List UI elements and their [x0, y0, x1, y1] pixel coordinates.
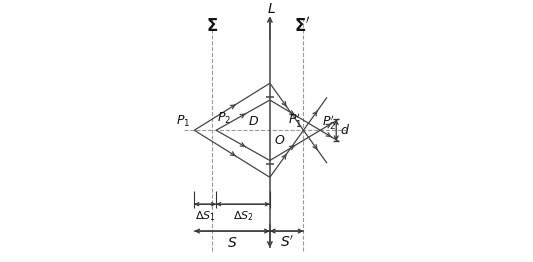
- Text: $O$: $O$: [273, 134, 285, 147]
- Text: $P_1$: $P_1$: [176, 114, 190, 129]
- Text: $D$: $D$: [247, 115, 259, 128]
- Text: $\mathbf{\Sigma'}$: $\mathbf{\Sigma'}$: [294, 17, 311, 36]
- Text: $\mathbf{\Sigma}$: $\mathbf{\Sigma}$: [206, 18, 218, 35]
- Text: $S$: $S$: [227, 236, 237, 250]
- Text: $\Delta S_2$: $\Delta S_2$: [232, 209, 253, 223]
- Text: $P_2'$: $P_2'$: [322, 113, 336, 131]
- Text: $d$: $d$: [341, 123, 350, 137]
- Text: $P_1'$: $P_1'$: [287, 111, 302, 129]
- Text: $L$: $L$: [267, 2, 276, 16]
- Text: $\Delta S_1$: $\Delta S_1$: [195, 209, 216, 223]
- Text: $S'$: $S'$: [279, 235, 294, 250]
- Text: $P_2$: $P_2$: [217, 111, 231, 126]
